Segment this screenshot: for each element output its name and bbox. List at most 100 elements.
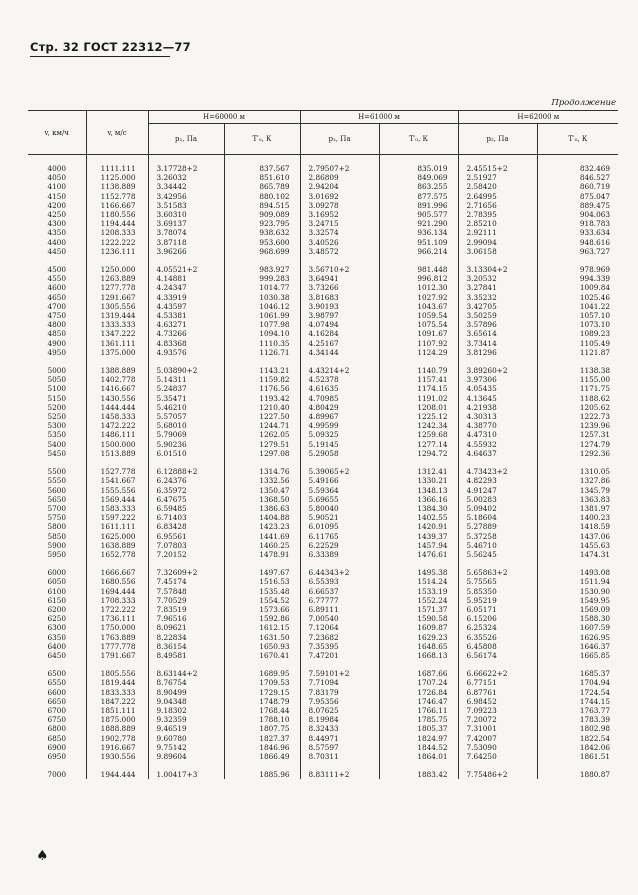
table-cell: 2.86809 bbox=[299, 173, 380, 183]
table-cell: 5.68010 bbox=[147, 421, 224, 431]
spacer-cell bbox=[223, 154, 301, 164]
table-cell: 5.46710 bbox=[457, 540, 538, 550]
table-cell: 1242.34 bbox=[378, 421, 459, 431]
table-cell: 1143.21 bbox=[223, 366, 301, 376]
spacer-cell bbox=[536, 458, 619, 468]
table-cell: 1236.111 bbox=[85, 246, 148, 257]
table-cell: 1685.37 bbox=[536, 669, 619, 679]
table-cell: 1474.31 bbox=[536, 549, 619, 560]
table-cell: 1257.31 bbox=[536, 430, 619, 440]
table-cell: 6.59485 bbox=[147, 503, 224, 514]
spacer-cell bbox=[299, 256, 380, 266]
table-cell: 8.90499 bbox=[147, 687, 224, 697]
table-row: 5550 1541.667 6.24376 1332.56 5.49166 1330.21… bbox=[28, 476, 619, 486]
table-cell: 1457.94 bbox=[378, 540, 459, 550]
table-row: 6850 1902.778 9.60780 1827.37 8.44971 1824.97… bbox=[28, 733, 619, 743]
table-cell: 3.87118 bbox=[147, 237, 224, 247]
table-cell: 4200 bbox=[47, 200, 67, 210]
table-cell: 7.53090 bbox=[457, 742, 538, 752]
table-cell: 3.96266 bbox=[147, 246, 224, 257]
table-cell: 1514.24 bbox=[378, 577, 459, 587]
table-cell: 4.52378 bbox=[299, 375, 380, 385]
table-cell: 1902.778 bbox=[85, 733, 148, 743]
table-cell: 1089.23 bbox=[536, 329, 619, 339]
table-cell: 6.98452 bbox=[457, 696, 538, 706]
table-cell: 2.92111 bbox=[457, 228, 538, 238]
table-cell: 1043.67 bbox=[378, 301, 459, 312]
table-cell: 4800 bbox=[47, 320, 67, 330]
table-cell: 1386.63 bbox=[223, 503, 301, 514]
table-cell: 3.06158 bbox=[457, 246, 538, 257]
table-cell: 6.95561 bbox=[147, 531, 224, 541]
table-cell: 1263.889 bbox=[85, 274, 148, 284]
table-cell: 1822.54 bbox=[536, 733, 619, 743]
table-cell: 5400 bbox=[47, 439, 67, 449]
table-cell: 7.70529 bbox=[147, 595, 224, 605]
table-cell: 1478.91 bbox=[223, 549, 301, 560]
table-cell: 1629.23 bbox=[378, 632, 459, 642]
table-cell: 1075.54 bbox=[378, 320, 459, 330]
spacer-cell bbox=[147, 154, 224, 164]
table-cell: 1802.98 bbox=[536, 724, 619, 734]
table-cell: 6950 bbox=[47, 751, 67, 761]
spacer-cell bbox=[299, 458, 380, 468]
table-cell: 6.47675 bbox=[147, 494, 224, 504]
table-cell: 6.12888+2 bbox=[147, 467, 224, 477]
table-cell: 5.09325 bbox=[299, 430, 380, 440]
page-mark-icon: ♠ bbox=[36, 848, 49, 864]
table-cell: 5.39065+2 bbox=[299, 467, 380, 477]
table-cell: 1292.36 bbox=[536, 448, 619, 459]
table-cell: 3.56710+2 bbox=[299, 265, 380, 275]
table-cell: 1437.06 bbox=[536, 531, 619, 541]
table-cell: 2.99094 bbox=[457, 237, 538, 247]
table-cell: 1222.222 bbox=[85, 237, 148, 247]
table-cell: 1375.000 bbox=[85, 347, 148, 358]
spacer-cell bbox=[223, 357, 301, 367]
table-cell: 918.783 bbox=[536, 219, 619, 229]
table-cell: 1724.54 bbox=[536, 687, 619, 697]
table-row: 6600 1833.333 8.90499 1729.15 7.83179 1726.84… bbox=[28, 687, 619, 697]
col-header-p1: p₂, Па bbox=[147, 123, 224, 155]
table-cell: 3.51583 bbox=[147, 200, 224, 211]
table-row: 5700 1583.333 6.59485 1386.63 5.80040 1384.30… bbox=[28, 503, 619, 514]
table-cell: 3.35232 bbox=[457, 292, 538, 302]
table-cell: 8.57597 bbox=[299, 742, 380, 752]
spacer-cell bbox=[28, 357, 86, 366]
table-cell: 2.45515+2 bbox=[457, 164, 538, 174]
spacer-cell bbox=[457, 458, 538, 468]
table-cell: 7.23682 bbox=[299, 632, 380, 642]
table-cell: 1332.56 bbox=[223, 476, 301, 486]
table-row: 4500 1250.000 4.05521+2 983.927 3.56710+2 981… bbox=[28, 265, 619, 275]
table-cell: 1535.48 bbox=[223, 586, 301, 596]
table-cell: 9.60780 bbox=[147, 733, 224, 743]
table-cell: 1460.25 bbox=[223, 540, 301, 550]
table-cell: 1648.65 bbox=[378, 641, 459, 651]
table-cell: 1569.444 bbox=[85, 494, 148, 504]
table-cell: 4.91247 bbox=[457, 485, 538, 495]
spacer-cell bbox=[536, 660, 619, 670]
table-row: 4700 1305.556 4.43597 1046.12 3.90193 1043.67… bbox=[28, 301, 619, 312]
table-cell: 1864.01 bbox=[378, 751, 459, 762]
table-cell: 1174.15 bbox=[378, 384, 459, 394]
table-cell: 1.00417+3 bbox=[147, 770, 224, 780]
table-cell: 837.567 bbox=[223, 164, 301, 174]
group-spacer bbox=[28, 154, 619, 164]
table-cell: 3.64941 bbox=[299, 274, 380, 284]
spacer-cell bbox=[223, 660, 301, 670]
table-cell: 1105.49 bbox=[536, 338, 619, 348]
table-cell: 8.49581 bbox=[147, 650, 224, 661]
spacer-cell bbox=[536, 559, 619, 569]
table-cell: 4.61635 bbox=[299, 384, 380, 394]
table-row: 5300 1472.222 5.68010 1244.71 4.99599 1242.34… bbox=[28, 421, 619, 431]
table-cell: 8.22834 bbox=[147, 632, 224, 642]
table-cell: 1111.111 bbox=[85, 164, 148, 174]
table-cell: 1110.35 bbox=[223, 338, 301, 348]
table-cell: 4500 bbox=[47, 265, 67, 275]
table-cell: 1330.21 bbox=[378, 476, 459, 486]
table-cell: 1381.97 bbox=[536, 503, 619, 514]
table-cell: 1777.778 bbox=[85, 641, 148, 651]
table-cell: 1458.333 bbox=[85, 412, 148, 422]
spacer-cell bbox=[299, 761, 380, 771]
table-cell: 7.96516 bbox=[147, 614, 224, 624]
data-table: v, км/ч v, м/с H=60000 м H=61000 м H=620… bbox=[28, 110, 619, 780]
